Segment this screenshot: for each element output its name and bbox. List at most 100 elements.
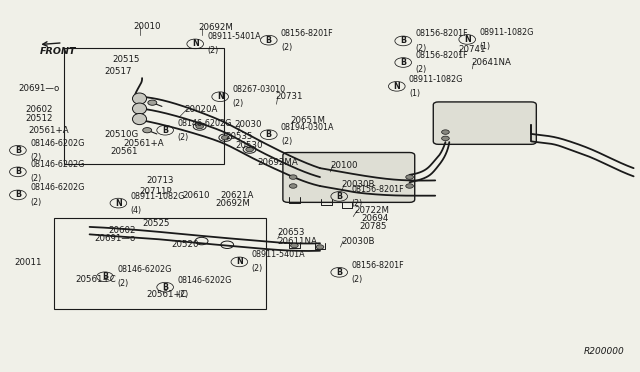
Text: 08911-1082G: 08911-1082G <box>131 192 185 201</box>
Text: 20785: 20785 <box>360 222 387 231</box>
Text: B: B <box>102 272 108 281</box>
Text: 08146-6202G: 08146-6202G <box>30 160 84 169</box>
Circle shape <box>406 175 413 179</box>
Circle shape <box>289 175 297 179</box>
Text: 08911-1082G: 08911-1082G <box>479 28 534 37</box>
Text: 20731: 20731 <box>275 92 303 101</box>
Text: 20722M: 20722M <box>355 206 390 215</box>
Text: 20692MA: 20692MA <box>257 158 298 167</box>
Text: 20030: 20030 <box>234 120 262 129</box>
Text: B: B <box>162 283 168 292</box>
Text: 20010: 20010 <box>133 22 161 31</box>
Text: B: B <box>400 58 406 67</box>
Text: 08146-6202G: 08146-6202G <box>30 183 84 192</box>
Text: (2): (2) <box>252 264 263 273</box>
Circle shape <box>442 136 449 141</box>
Circle shape <box>316 245 324 249</box>
Text: 20512: 20512 <box>26 114 53 123</box>
Circle shape <box>246 147 253 152</box>
Text: 20692M: 20692M <box>215 199 250 208</box>
Text: N: N <box>394 82 400 91</box>
Text: 20602: 20602 <box>26 105 53 114</box>
Text: (2): (2) <box>351 199 363 208</box>
Text: 20517: 20517 <box>104 67 132 76</box>
Text: B: B <box>266 36 272 45</box>
Text: 20602: 20602 <box>109 226 136 235</box>
Text: 20561: 20561 <box>110 147 138 155</box>
Text: 20030B: 20030B <box>342 237 375 246</box>
Text: 20561+A: 20561+A <box>123 140 163 148</box>
Text: (2): (2) <box>415 65 427 74</box>
Circle shape <box>221 135 229 140</box>
Text: 08146-6202G: 08146-6202G <box>177 119 232 128</box>
Text: (2): (2) <box>30 174 42 183</box>
Circle shape <box>442 130 449 134</box>
Text: N: N <box>192 39 198 48</box>
Text: 08146-6202G: 08146-6202G <box>177 276 232 285</box>
Text: 20020A: 20020A <box>184 105 218 114</box>
Text: N: N <box>217 92 223 101</box>
Ellipse shape <box>132 113 147 125</box>
Text: B: B <box>15 190 21 199</box>
Text: (2): (2) <box>351 275 363 284</box>
Text: B: B <box>336 268 342 277</box>
Text: 08267-03010: 08267-03010 <box>232 85 285 94</box>
Text: (2): (2) <box>177 133 189 142</box>
Ellipse shape <box>132 103 147 114</box>
Text: B: B <box>15 146 21 155</box>
Text: FRONT: FRONT <box>40 47 76 56</box>
Text: N: N <box>236 257 243 266</box>
Text: 08156-8201F: 08156-8201F <box>351 261 404 270</box>
Circle shape <box>148 100 157 105</box>
Text: 20030B: 20030B <box>342 180 375 189</box>
Text: 20694: 20694 <box>361 214 388 223</box>
Text: 20561+A: 20561+A <box>28 126 68 135</box>
Text: (1): (1) <box>479 42 490 51</box>
Text: 20520: 20520 <box>172 240 199 249</box>
FancyBboxPatch shape <box>283 153 415 202</box>
Text: 20561+C: 20561+C <box>146 290 187 299</box>
Circle shape <box>196 124 204 129</box>
Text: (2): (2) <box>117 279 129 288</box>
Text: N: N <box>464 35 470 44</box>
Text: 20651M: 20651M <box>291 116 326 125</box>
Circle shape <box>143 128 152 133</box>
Text: 08911-5401A: 08911-5401A <box>207 32 261 41</box>
Text: 08146-6202G: 08146-6202G <box>30 139 84 148</box>
Text: 20561+C: 20561+C <box>76 275 116 284</box>
Text: 20711P: 20711P <box>140 187 172 196</box>
Text: 20653: 20653 <box>278 228 305 237</box>
Text: 20741: 20741 <box>458 45 486 54</box>
Circle shape <box>406 184 413 188</box>
Text: 08156-8201F: 08156-8201F <box>351 185 404 194</box>
Text: 20641NA: 20641NA <box>471 58 511 67</box>
Text: (2): (2) <box>30 153 42 162</box>
Bar <box>54 218 266 309</box>
Text: 20610: 20610 <box>182 191 210 200</box>
Text: B: B <box>162 126 168 135</box>
Text: 08911-5401A: 08911-5401A <box>252 250 305 259</box>
Text: 20100: 20100 <box>330 161 358 170</box>
Text: 08911-1082G: 08911-1082G <box>409 75 463 84</box>
Text: R200000: R200000 <box>583 347 624 356</box>
Text: (2): (2) <box>281 43 292 52</box>
Text: 20691—o: 20691—o <box>18 84 59 93</box>
Text: 20691—o: 20691—o <box>95 234 136 243</box>
Text: (2): (2) <box>232 99 244 108</box>
Ellipse shape <box>132 93 147 104</box>
Text: (2): (2) <box>177 290 189 299</box>
Text: (2): (2) <box>30 198 42 206</box>
Text: 20535: 20535 <box>225 132 253 141</box>
Text: 20713: 20713 <box>146 176 173 185</box>
Text: 20692M: 20692M <box>198 23 233 32</box>
Text: 20525: 20525 <box>142 219 170 228</box>
Text: B: B <box>266 130 272 139</box>
Text: 20621A: 20621A <box>220 191 253 200</box>
Text: 08146-6202G: 08146-6202G <box>117 265 172 274</box>
Text: B: B <box>15 167 21 176</box>
Text: (4): (4) <box>131 206 141 215</box>
Text: 08156-8201F: 08156-8201F <box>281 29 333 38</box>
Text: 20515: 20515 <box>112 55 140 64</box>
Text: (2): (2) <box>415 44 427 52</box>
Circle shape <box>289 184 297 188</box>
